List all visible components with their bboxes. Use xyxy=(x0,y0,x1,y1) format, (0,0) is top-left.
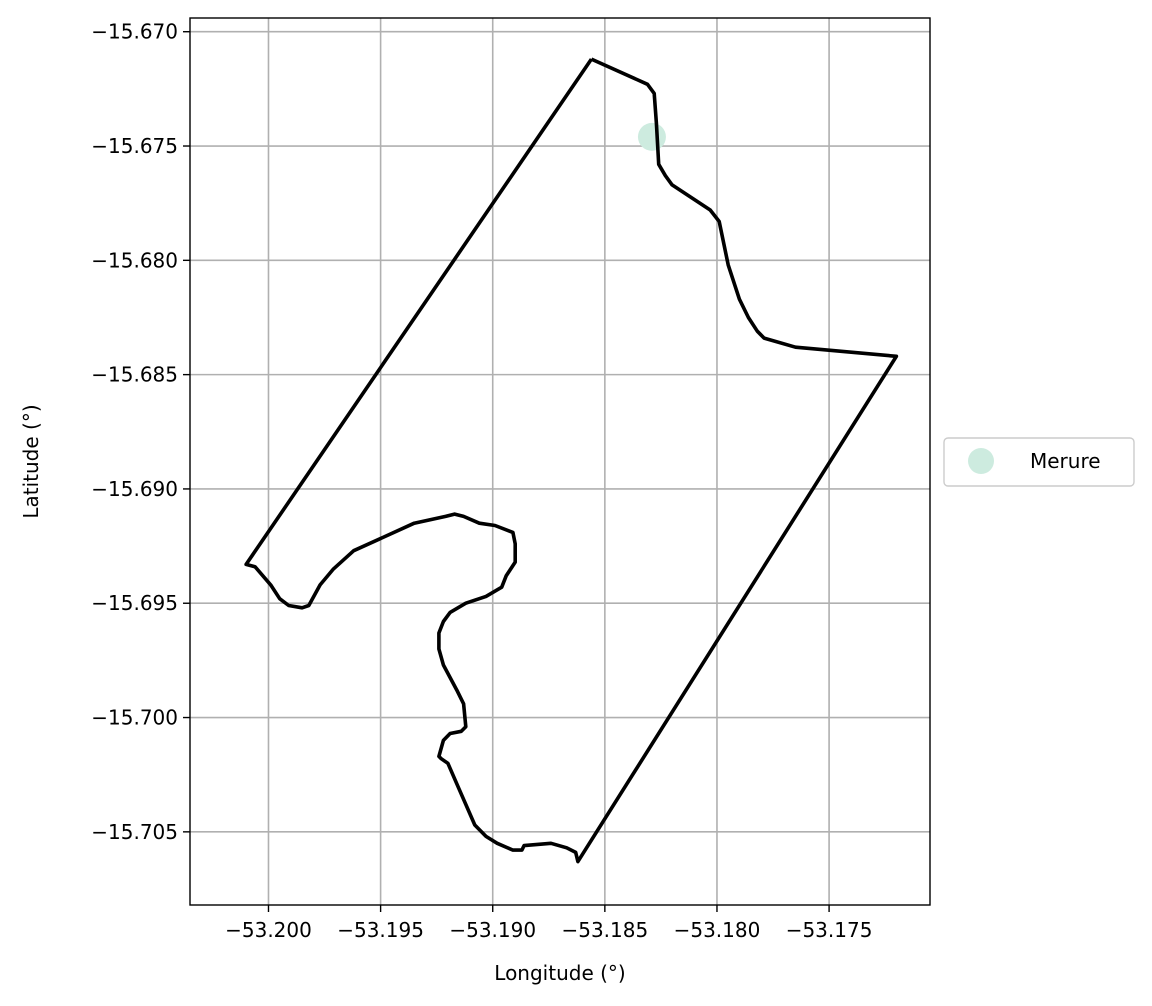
y-tick-label: −15.700 xyxy=(91,706,178,730)
y-axis-label: Latitude (°) xyxy=(19,404,43,518)
x-tick-label: −53.180 xyxy=(674,918,761,942)
x-tick-label: −53.200 xyxy=(225,918,312,942)
y-tick-label: −15.670 xyxy=(91,20,178,44)
legend-marker xyxy=(968,448,994,474)
axes-frame xyxy=(189,17,931,906)
y-tick-label: −15.695 xyxy=(91,591,178,615)
x-tick-label: −53.175 xyxy=(786,918,873,942)
ticks: −53.200 −53.195 −53.190 −53.185 −53.180 −53.1… xyxy=(91,20,872,942)
gridlines xyxy=(190,18,930,905)
y-tick-label: −15.705 xyxy=(91,820,178,844)
series-layer xyxy=(244,57,899,864)
legend-box xyxy=(943,437,1135,487)
x-tick-label: −53.185 xyxy=(561,918,648,942)
merure-point xyxy=(637,122,666,151)
y-tick-label: −15.685 xyxy=(91,363,178,387)
x-axis-label: Longitude (°) xyxy=(494,961,625,985)
y-tick-label: −15.690 xyxy=(91,477,178,501)
legend: Merure xyxy=(943,437,1135,487)
boundary-line xyxy=(244,57,899,864)
y-tick-label: −15.680 xyxy=(91,248,178,272)
x-tick-label: −53.195 xyxy=(337,918,424,942)
legend-label: Merure xyxy=(1030,449,1101,473)
y-tick-label: −15.675 xyxy=(91,134,178,158)
x-tick-label: −53.190 xyxy=(449,918,536,942)
